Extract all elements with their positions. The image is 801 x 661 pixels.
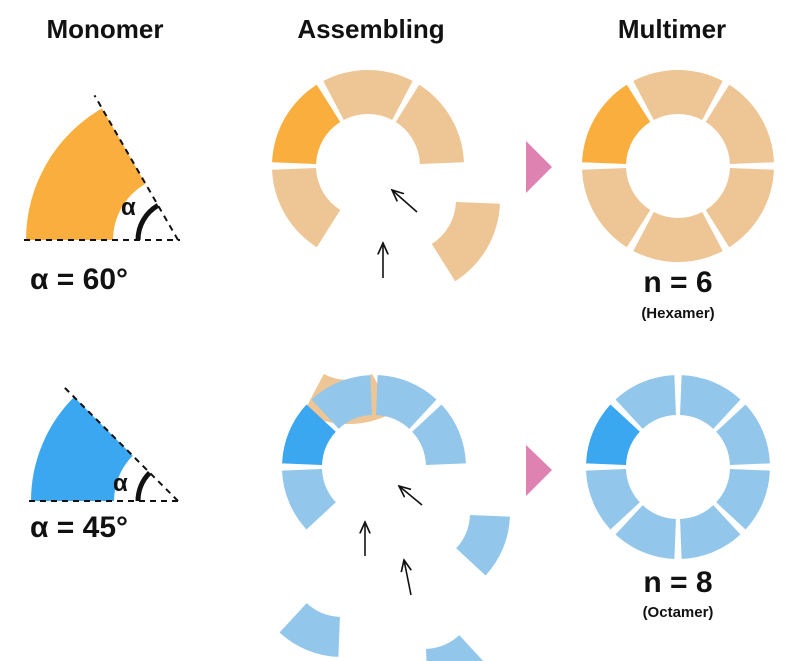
subunit-octamer [279, 603, 340, 657]
subunit-octamer [586, 469, 640, 530]
subunit-octamer [716, 404, 770, 465]
octamer-assembling-ring [279, 375, 510, 661]
octamer-row: α α = 45° n = 8 (Octamer) [29, 375, 770, 661]
hexamer-monomer-wedge [26, 108, 146, 240]
subunit-hexamer [395, 84, 464, 164]
hexamer-monomer: α α = 60° [24, 94, 180, 296]
octamer-name-label: (Octamer) [643, 604, 714, 621]
octamer-multimer-ring [586, 375, 770, 559]
assembly-arrow-icon [392, 190, 418, 213]
octamer-monomer-wedge [31, 397, 133, 501]
monomer-header: Monomer [46, 14, 164, 44]
hexamer-angle-symbol: α [121, 194, 136, 221]
subunit-hexamer [633, 70, 723, 120]
octamer-angle-ray [62, 385, 179, 502]
right-triangle-arrow-icon [526, 445, 552, 496]
highlighted-subunit-octamer [282, 404, 336, 465]
subunit-hexamer [272, 168, 341, 248]
subunit-hexamer [633, 212, 723, 262]
hexamer-name-label: (Hexamer) [641, 305, 714, 322]
subunit-octamer [376, 375, 437, 429]
multimer-header: Multimer [617, 14, 727, 44]
hexamer-angle-arc [135, 203, 160, 241]
assembling-header: Assembling [297, 14, 445, 44]
right-triangle-arrow-icon [526, 141, 552, 193]
subunit-octamer [412, 404, 466, 465]
highlighted-subunit-octamer [586, 404, 640, 465]
subunit-hexamer [431, 202, 500, 282]
octamer-monomer: α α = 45° [29, 385, 180, 544]
subunit-octamer [426, 635, 484, 661]
subunit-octamer [311, 375, 372, 429]
hexamer-angle-label: α = 60° [30, 263, 128, 296]
subunit-hexamer [705, 168, 774, 248]
subunit-octamer [680, 505, 741, 559]
hexamer-row: α α = 60° n = 6 (Hexamer) [24, 69, 774, 424]
subunit-hexamer [705, 84, 774, 164]
octamer-angle-symbol: α [113, 470, 128, 497]
hexamer-multimer-ring [582, 70, 774, 262]
highlighted-subunit-hexamer [272, 84, 341, 164]
subunit-octamer [456, 515, 510, 576]
assembly-arrow-icon [399, 486, 423, 506]
subunit-octamer [282, 469, 336, 530]
hexamer-angle-ray [93, 94, 179, 241]
subunit-octamer [716, 469, 770, 530]
octamer-angle-label: α = 45° [30, 511, 128, 544]
subunit-octamer [615, 375, 676, 429]
hexamer-n-label: n = 6 [643, 266, 712, 299]
subunit-octamer [615, 505, 676, 559]
octamer-n-label: n = 8 [643, 566, 712, 599]
hexamer-assembling-ring [272, 69, 500, 424]
subunit-octamer [680, 375, 741, 429]
octamer-angle-arc [135, 470, 152, 502]
subunit-hexamer [582, 168, 651, 248]
subunit-hexamer [323, 69, 413, 120]
assembly-arrow-icon [404, 560, 411, 596]
highlighted-subunit-hexamer [582, 84, 651, 164]
